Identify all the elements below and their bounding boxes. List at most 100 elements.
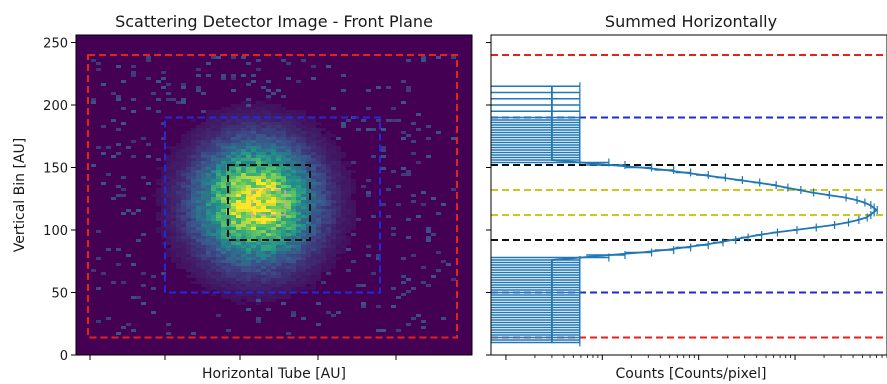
heatmap-cell <box>116 95 121 98</box>
heatmap-cell <box>231 230 236 233</box>
heatmap-cell <box>211 188 216 191</box>
data-point <box>551 264 553 266</box>
heatmap-cell <box>316 143 321 146</box>
heatmap-cell <box>231 125 236 128</box>
heatmap-cell <box>291 206 296 209</box>
heatmap-cell <box>291 173 296 176</box>
data-point <box>551 134 553 136</box>
data-point <box>551 296 553 299</box>
heatmap-title: Scattering Detector Image - Front Plane <box>115 12 433 31</box>
heatmap-cell <box>201 140 206 143</box>
heatmap-cell <box>156 167 161 170</box>
data-point <box>757 234 760 236</box>
heatmap-cell <box>201 170 206 173</box>
heatmap-cell <box>276 170 281 173</box>
heatmap-cell <box>266 152 271 155</box>
heatmap-cell <box>201 209 206 212</box>
heatmap-cell <box>346 227 351 230</box>
heatmap-cell <box>256 122 261 125</box>
heatmap-cell <box>331 251 336 254</box>
heatmap-cell <box>121 80 126 83</box>
heatmap-cell <box>136 209 141 212</box>
heatmap-cell <box>171 185 176 188</box>
heatmap-cell <box>301 110 306 113</box>
heatmap-cell <box>291 149 296 152</box>
heatmap-cell <box>231 182 236 185</box>
heatmap-cell <box>326 251 331 254</box>
heatmap-cell <box>96 257 101 260</box>
heatmap-cell <box>191 155 196 158</box>
profile-panel: Summed Horizontally Counts [Counts/pixel… <box>486 12 887 382</box>
heatmap-cell <box>346 236 351 239</box>
heatmap-cell <box>281 245 286 248</box>
heatmap-cell <box>271 257 276 260</box>
heatmap-cell <box>156 110 161 113</box>
heatmap-cell <box>186 251 191 254</box>
heatmap-cell <box>276 260 281 263</box>
heatmap-cell <box>276 140 281 143</box>
heatmap-cell <box>301 275 306 278</box>
heatmap-cell <box>281 191 286 194</box>
heatmap-cell <box>301 263 306 266</box>
heatmap-cell <box>246 134 251 137</box>
heatmap-cell <box>251 158 256 161</box>
heatmap-cell <box>171 236 176 239</box>
heatmap-cell <box>271 281 276 284</box>
heatmap-cell <box>286 272 291 275</box>
heatmap-cell <box>286 251 291 254</box>
heatmap-cell <box>321 236 326 239</box>
heatmap-cell <box>301 125 306 128</box>
heatmap-cell <box>241 236 246 239</box>
heatmap-cell <box>266 281 271 284</box>
heatmap-cell <box>241 197 246 200</box>
heatmap-cell <box>96 320 101 323</box>
heatmap-cell <box>281 176 286 179</box>
heatmap-cell <box>281 251 286 254</box>
heatmap-cell <box>191 131 196 134</box>
heatmap-cell <box>346 248 351 251</box>
heatmap-cell <box>261 257 266 260</box>
heatmap-cell <box>306 224 311 227</box>
heatmap-cell <box>326 245 331 248</box>
heatmap-cell <box>251 161 256 164</box>
heatmap-cell <box>351 260 356 263</box>
heatmap-cell <box>301 245 306 248</box>
heatmap-cell <box>221 290 226 293</box>
heatmap-cell <box>266 191 271 194</box>
heatmap-cell <box>356 218 361 221</box>
heatmap-cell <box>196 179 201 182</box>
heatmap-cell <box>296 128 301 131</box>
heatmap-cell <box>176 236 181 239</box>
data-point <box>639 166 642 169</box>
heatmap-cell <box>381 167 386 170</box>
heatmap-cell <box>236 176 241 179</box>
heatmap-cell <box>196 242 201 245</box>
heatmap-cell <box>181 233 186 236</box>
data-point <box>551 154 553 156</box>
heatmap-cell <box>166 332 171 335</box>
heatmap-cell <box>261 287 266 290</box>
heatmap-cell <box>176 179 181 182</box>
heatmap-cell <box>216 218 221 221</box>
heatmap-cell <box>256 182 261 185</box>
heatmap-cell <box>336 137 341 140</box>
heatmap-cell <box>201 164 206 167</box>
heatmap-cell <box>206 182 211 185</box>
heatmap-cell <box>236 230 241 233</box>
heatmap-cell <box>331 149 336 152</box>
heatmap-cell <box>266 107 271 110</box>
heatmap-cell <box>216 56 221 59</box>
heatmap-cell <box>251 287 256 290</box>
heatmap-cell <box>171 254 176 257</box>
heatmap-cell <box>171 230 176 233</box>
heatmap-cell <box>186 233 191 236</box>
heatmap-cell <box>316 275 321 278</box>
heatmap-cell <box>226 206 231 209</box>
heatmap-cell <box>236 134 241 137</box>
heatmap-cell <box>256 266 261 269</box>
heatmap-cell <box>196 209 201 212</box>
heatmap-cell <box>226 161 231 164</box>
data-point <box>664 169 667 171</box>
heatmap-cell <box>216 278 221 281</box>
heatmap-cell <box>281 110 286 113</box>
